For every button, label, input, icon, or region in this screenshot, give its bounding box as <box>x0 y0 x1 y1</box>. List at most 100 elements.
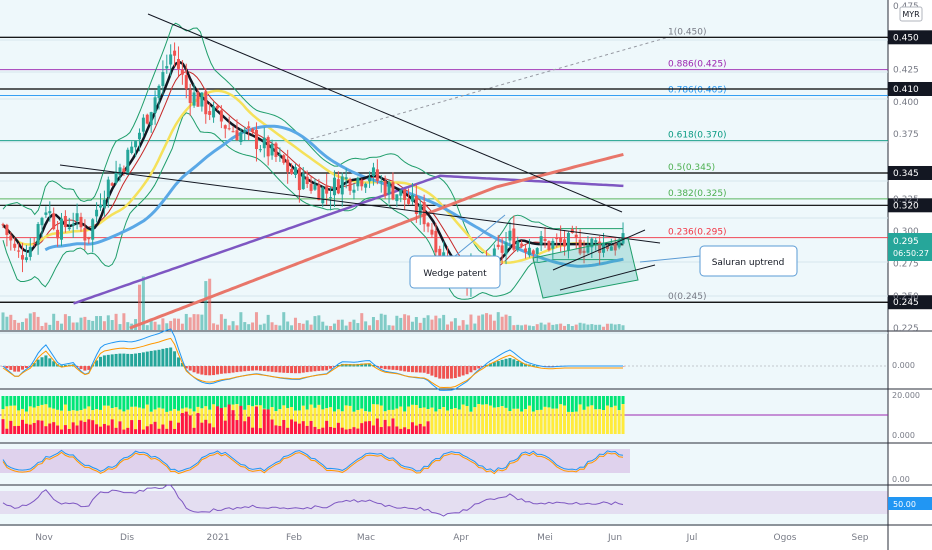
volume-bar <box>141 276 145 330</box>
candle-body <box>574 234 578 238</box>
vstr-yellow <box>40 404 44 434</box>
rsi-panel[interactable] <box>0 486 888 524</box>
vstr-yellow <box>305 409 309 434</box>
vstr-green <box>461 396 465 405</box>
macd-histogram-bar <box>446 366 450 379</box>
macd-histogram-bar <box>32 363 36 367</box>
volume-bar <box>426 315 430 330</box>
macd-histogram-bar <box>410 366 414 373</box>
stochastic-panel[interactable] <box>0 444 888 484</box>
vstr-green <box>126 396 130 410</box>
vstr-yellow <box>173 409 177 434</box>
macd-signal-line <box>2 337 623 389</box>
volume-bar <box>176 318 180 330</box>
vstr-red <box>219 408 223 434</box>
vstr-green <box>28 396 32 407</box>
vstr-yellow <box>371 404 375 434</box>
vstr-green <box>434 396 438 412</box>
wedge-callout[interactable]: Wedge patent <box>409 214 506 289</box>
candle-body <box>332 177 336 196</box>
vstr-green <box>496 396 500 408</box>
vstr-green <box>274 396 278 412</box>
uptrend-callout[interactable]: Saluran uptrend <box>639 245 798 277</box>
macd-histogram-bar <box>500 359 504 367</box>
vstr-yellow <box>539 409 543 434</box>
volume-bar <box>547 322 551 330</box>
vstr-green <box>512 396 516 409</box>
candle-body <box>531 250 535 255</box>
vstr-yellow <box>434 411 438 434</box>
candle-body <box>336 179 340 194</box>
vstr-green <box>188 396 192 409</box>
vstr-green <box>531 396 535 412</box>
vstr-yellow <box>555 408 559 434</box>
vstr-yellow <box>578 404 582 434</box>
vstr-green <box>52 396 56 409</box>
candle-body <box>13 243 17 248</box>
uptrend-channel <box>532 237 639 299</box>
vstr-red <box>371 425 375 434</box>
vstr-red <box>196 413 200 434</box>
volume-bar <box>364 321 368 330</box>
candle-body <box>212 106 216 118</box>
vstr-green <box>286 396 290 409</box>
price-level-value: 0.320 <box>893 201 919 211</box>
volume-bar <box>399 317 403 330</box>
vstr-green <box>348 396 352 406</box>
macd-histogram-bar <box>266 366 270 372</box>
volume-bar <box>173 318 177 330</box>
macd-histogram-bar <box>278 366 282 373</box>
macd-histogram-bar <box>200 366 204 375</box>
candle-body <box>543 238 547 241</box>
macd-histogram-bar <box>141 352 145 367</box>
time-scale[interactable] <box>0 526 932 550</box>
macd-histogram-bar <box>122 353 126 367</box>
macd-histogram-bar <box>313 366 317 372</box>
vstr-green <box>609 396 613 408</box>
vstr-red <box>24 423 28 434</box>
volume-bar <box>430 319 434 330</box>
vstr-green <box>442 396 446 408</box>
volume-bar <box>32 312 36 330</box>
vstr-yellow <box>332 411 336 434</box>
macd-histogram-bar <box>418 366 422 373</box>
price-level-tag <box>888 165 932 180</box>
vstr-green <box>56 396 60 410</box>
vstr-yellow <box>95 409 99 434</box>
macd-panel[interactable] <box>0 332 888 388</box>
candle-body <box>286 159 290 172</box>
macd-histogram-bar <box>145 351 149 367</box>
macd-histogram-bar <box>235 366 239 373</box>
candle-body <box>617 240 621 248</box>
candle-body <box>130 146 134 153</box>
volume-bar <box>223 318 227 330</box>
volume-bar <box>446 324 450 330</box>
macd-histogram-bar <box>243 366 247 372</box>
macd-histogram-bar <box>309 366 313 372</box>
vstr-green <box>251 396 255 407</box>
candle-body <box>67 227 71 230</box>
macd-histogram-bar <box>477 366 481 369</box>
volume-bar <box>231 321 235 330</box>
vstr-red <box>180 413 184 434</box>
vstr-red <box>184 411 188 434</box>
volume-bar <box>274 324 278 330</box>
vstr-yellow <box>5 406 9 434</box>
candle-body <box>539 236 543 245</box>
vstr-yellow <box>492 407 496 434</box>
volume-bar <box>368 325 372 330</box>
candle-body <box>48 211 52 214</box>
candle-body <box>258 149 262 151</box>
vstr-red <box>36 420 40 434</box>
time-axis-label: Sep <box>852 533 869 543</box>
wedge-upper-trendline <box>147 13 623 213</box>
vstr-green <box>383 396 387 412</box>
vstr-yellow <box>516 408 520 434</box>
currency-badge[interactable] <box>899 6 923 22</box>
candle-body <box>590 238 594 248</box>
vstr-green <box>153 396 157 410</box>
vstr-red <box>368 421 372 434</box>
vstr-yellow <box>329 407 333 434</box>
macd-histogram-bar <box>95 360 99 367</box>
